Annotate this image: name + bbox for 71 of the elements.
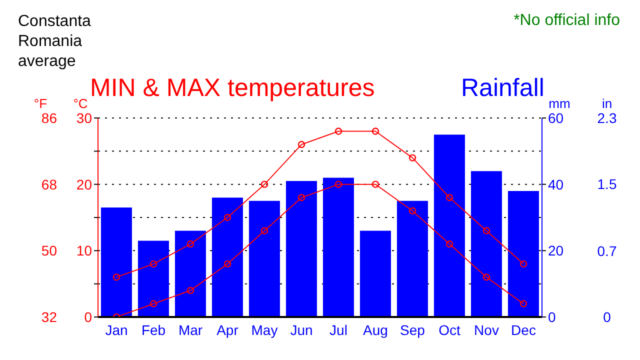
point bbox=[520, 260, 528, 268]
point bbox=[260, 227, 268, 234]
chart-subtitle: Rainfall bbox=[461, 74, 544, 103]
point bbox=[186, 286, 194, 294]
text: *No official info bbox=[514, 12, 620, 30]
y-tick-label: 20 bbox=[76, 176, 92, 192]
x-tick-label: Oct bbox=[438, 322, 460, 338]
x-tick-label: May bbox=[251, 322, 278, 338]
y2-axis-title: mm bbox=[548, 96, 570, 111]
bar bbox=[470, 171, 502, 317]
text: 1.5 bbox=[596, 175, 618, 194]
point bbox=[446, 240, 454, 248]
y2-tick-label: 20 bbox=[548, 242, 564, 259]
y3-tick-label: 68 bbox=[41, 176, 58, 192]
chart-title: MIN & MAX temperatures bbox=[90, 74, 375, 103]
x-tick-label: Feb bbox=[141, 322, 166, 338]
point bbox=[260, 180, 268, 188]
y3-tick-label: 32 bbox=[41, 308, 58, 325]
y-axis-title: °C bbox=[73, 96, 88, 111]
point bbox=[298, 194, 306, 202]
bar bbox=[322, 178, 354, 317]
y-tick-label: 0 bbox=[84, 308, 92, 325]
x-tick-label: Sep bbox=[400, 322, 426, 338]
bar bbox=[360, 230, 391, 317]
y-tick-label: 30 bbox=[76, 110, 92, 126]
y2-tick-label: 0 bbox=[548, 308, 556, 325]
bar bbox=[508, 190, 539, 317]
point bbox=[482, 227, 490, 234]
x-tick-label: Apr bbox=[216, 322, 239, 338]
point bbox=[150, 260, 158, 268]
x-tick-label: Dec bbox=[511, 322, 536, 338]
point bbox=[482, 274, 490, 281]
point bbox=[334, 180, 342, 188]
bar bbox=[100, 208, 132, 317]
text: 2.3 bbox=[596, 109, 618, 127]
point bbox=[334, 128, 342, 135]
bar bbox=[286, 181, 317, 317]
point bbox=[224, 214, 232, 222]
y3-tick-label: 50 bbox=[41, 242, 58, 259]
y2-tick-label: 40 bbox=[548, 176, 564, 192]
point bbox=[186, 240, 194, 248]
bar bbox=[174, 230, 206, 317]
x-tick-label: Jun bbox=[290, 322, 313, 338]
y-tick-label: 10 bbox=[76, 242, 92, 259]
text: in bbox=[600, 96, 614, 111]
bar bbox=[212, 198, 243, 317]
bar bbox=[396, 200, 428, 317]
text: 0 bbox=[602, 308, 612, 326]
text: Constanta Romania average bbox=[18, 12, 91, 72]
point bbox=[112, 274, 120, 281]
x-tick-label: Jul bbox=[330, 322, 348, 338]
text: 0.7 bbox=[596, 242, 618, 260]
x-tick-label: Jan bbox=[105, 322, 128, 338]
point bbox=[446, 194, 454, 202]
x-tick-label: Nov bbox=[474, 322, 499, 338]
bar bbox=[248, 200, 280, 317]
x-tick-label: Aug bbox=[363, 322, 388, 338]
bar bbox=[434, 134, 465, 317]
point bbox=[224, 260, 232, 268]
y3-axis-title: °F bbox=[32, 96, 48, 111]
x-tick-label: Mar bbox=[178, 322, 203, 338]
point bbox=[520, 300, 528, 308]
y2-tick-label: 60 bbox=[548, 110, 564, 126]
point bbox=[408, 207, 416, 214]
point bbox=[298, 140, 306, 148]
bar bbox=[138, 240, 169, 317]
point bbox=[372, 128, 380, 135]
y3-tick-label: 86 bbox=[41, 110, 58, 126]
point bbox=[372, 180, 380, 188]
point bbox=[408, 154, 416, 162]
point bbox=[150, 300, 158, 308]
